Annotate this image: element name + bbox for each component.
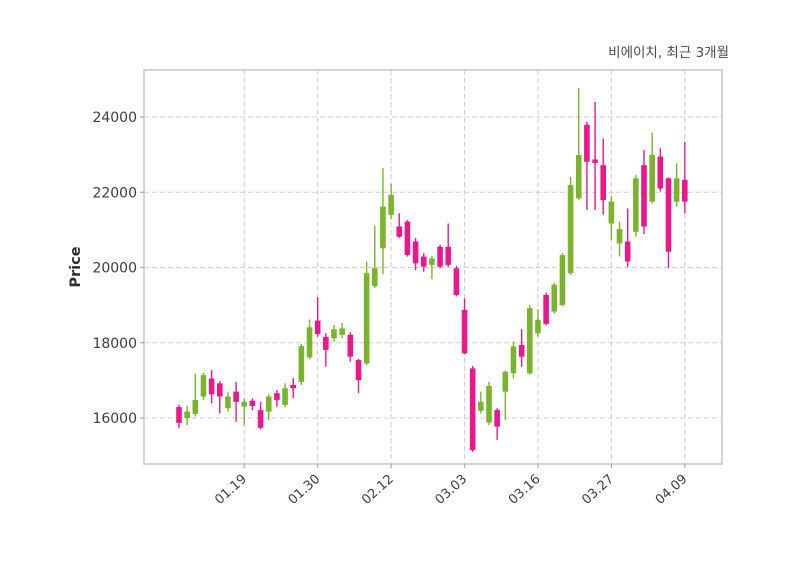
candle-body-up: [331, 329, 337, 339]
candle-body-down: [208, 378, 215, 395]
candle-body-down: [257, 410, 264, 428]
axis-tick-marks: [140, 116, 686, 468]
candle-body-down: [600, 165, 607, 201]
candle-body-down: [347, 334, 354, 357]
candle-body-down: [665, 178, 672, 252]
candle-body-down: [274, 393, 280, 400]
chart-title: 비에이치, 최근 3개월: [608, 45, 729, 61]
candle-body-down: [445, 246, 452, 265]
candle-body-up: [241, 401, 248, 407]
candle-body-down: [624, 241, 631, 262]
y-tick-label: 24000: [92, 110, 137, 126]
candle-body-down: [420, 256, 427, 267]
y-tick-label: 18000: [92, 336, 137, 352]
candle-body-up: [559, 255, 566, 306]
candle-body-up: [526, 308, 533, 374]
candle-body-up: [575, 155, 582, 199]
x-tick-label: 01.19: [212, 472, 250, 508]
x-tick-label: 02.12: [359, 472, 397, 508]
x-tick-label: 01.30: [286, 472, 324, 508]
candle-body-up: [608, 201, 615, 224]
candle-body-up: [225, 396, 231, 409]
candle-body-up: [282, 388, 288, 405]
candle-body-down: [249, 400, 256, 406]
gridlines: [144, 70, 722, 464]
candle-body-down: [176, 407, 182, 423]
y-tick-label: 22000: [92, 185, 137, 201]
candle-body-down: [323, 336, 329, 350]
candle-body-down: [290, 384, 297, 389]
candle-body-down: [592, 159, 598, 163]
candle-body-down: [657, 156, 664, 189]
candle-body-up: [510, 346, 517, 374]
candle-body-down: [437, 246, 443, 267]
candle-body-up: [184, 411, 190, 418]
candle-body-up: [551, 284, 558, 312]
x-tick-label: 03.16: [506, 472, 544, 508]
candle-body-up: [339, 328, 345, 335]
candle-body-up: [502, 371, 509, 392]
candle-body-up: [298, 346, 305, 382]
candle-body-down: [314, 320, 321, 335]
candle-body-down: [518, 345, 525, 357]
x-tick-label: 03.03: [433, 472, 471, 508]
candle-body-up: [567, 185, 574, 274]
candle-body-up: [535, 319, 541, 334]
candle-body-up: [363, 273, 370, 364]
candle-body-down: [396, 226, 403, 237]
candle-body-down: [453, 268, 460, 295]
candle-body-up: [306, 327, 313, 358]
y-tick-label: 20000: [92, 261, 137, 277]
candle-body-down: [461, 310, 468, 354]
candle-body-down: [681, 179, 688, 202]
candle-body-down: [543, 294, 549, 324]
candle-body-down: [355, 360, 362, 380]
candle-body-up: [633, 178, 639, 232]
candle-body-up: [649, 155, 655, 202]
x-tick-label: 04.09: [653, 472, 691, 508]
candle-body-up: [616, 229, 623, 244]
candle-body-down: [494, 410, 500, 427]
candle-body-up: [673, 178, 680, 202]
candle-body-down: [233, 391, 239, 402]
candle-body-down: [641, 165, 647, 227]
candle-body-up: [388, 194, 394, 215]
candle-body-up: [429, 258, 435, 265]
candle-body-down: [584, 124, 590, 162]
y-tick-label: 16000: [92, 411, 137, 427]
candle-body-up: [371, 268, 378, 286]
x-tick-label: 03.27: [579, 472, 617, 508]
candle-body-down: [469, 368, 476, 450]
candle-body-down: [404, 221, 411, 256]
y-axis-label: Price: [68, 246, 84, 287]
candle-body-down: [412, 241, 419, 264]
candle-body-down: [216, 383, 223, 397]
candle-body-up: [478, 401, 484, 411]
candles: [176, 88, 688, 452]
candle-body-up: [200, 375, 207, 397]
candle-body-up: [380, 206, 386, 249]
candle-body-up: [192, 399, 199, 414]
candle-body-up: [486, 386, 492, 423]
candle-body-up: [265, 396, 272, 412]
